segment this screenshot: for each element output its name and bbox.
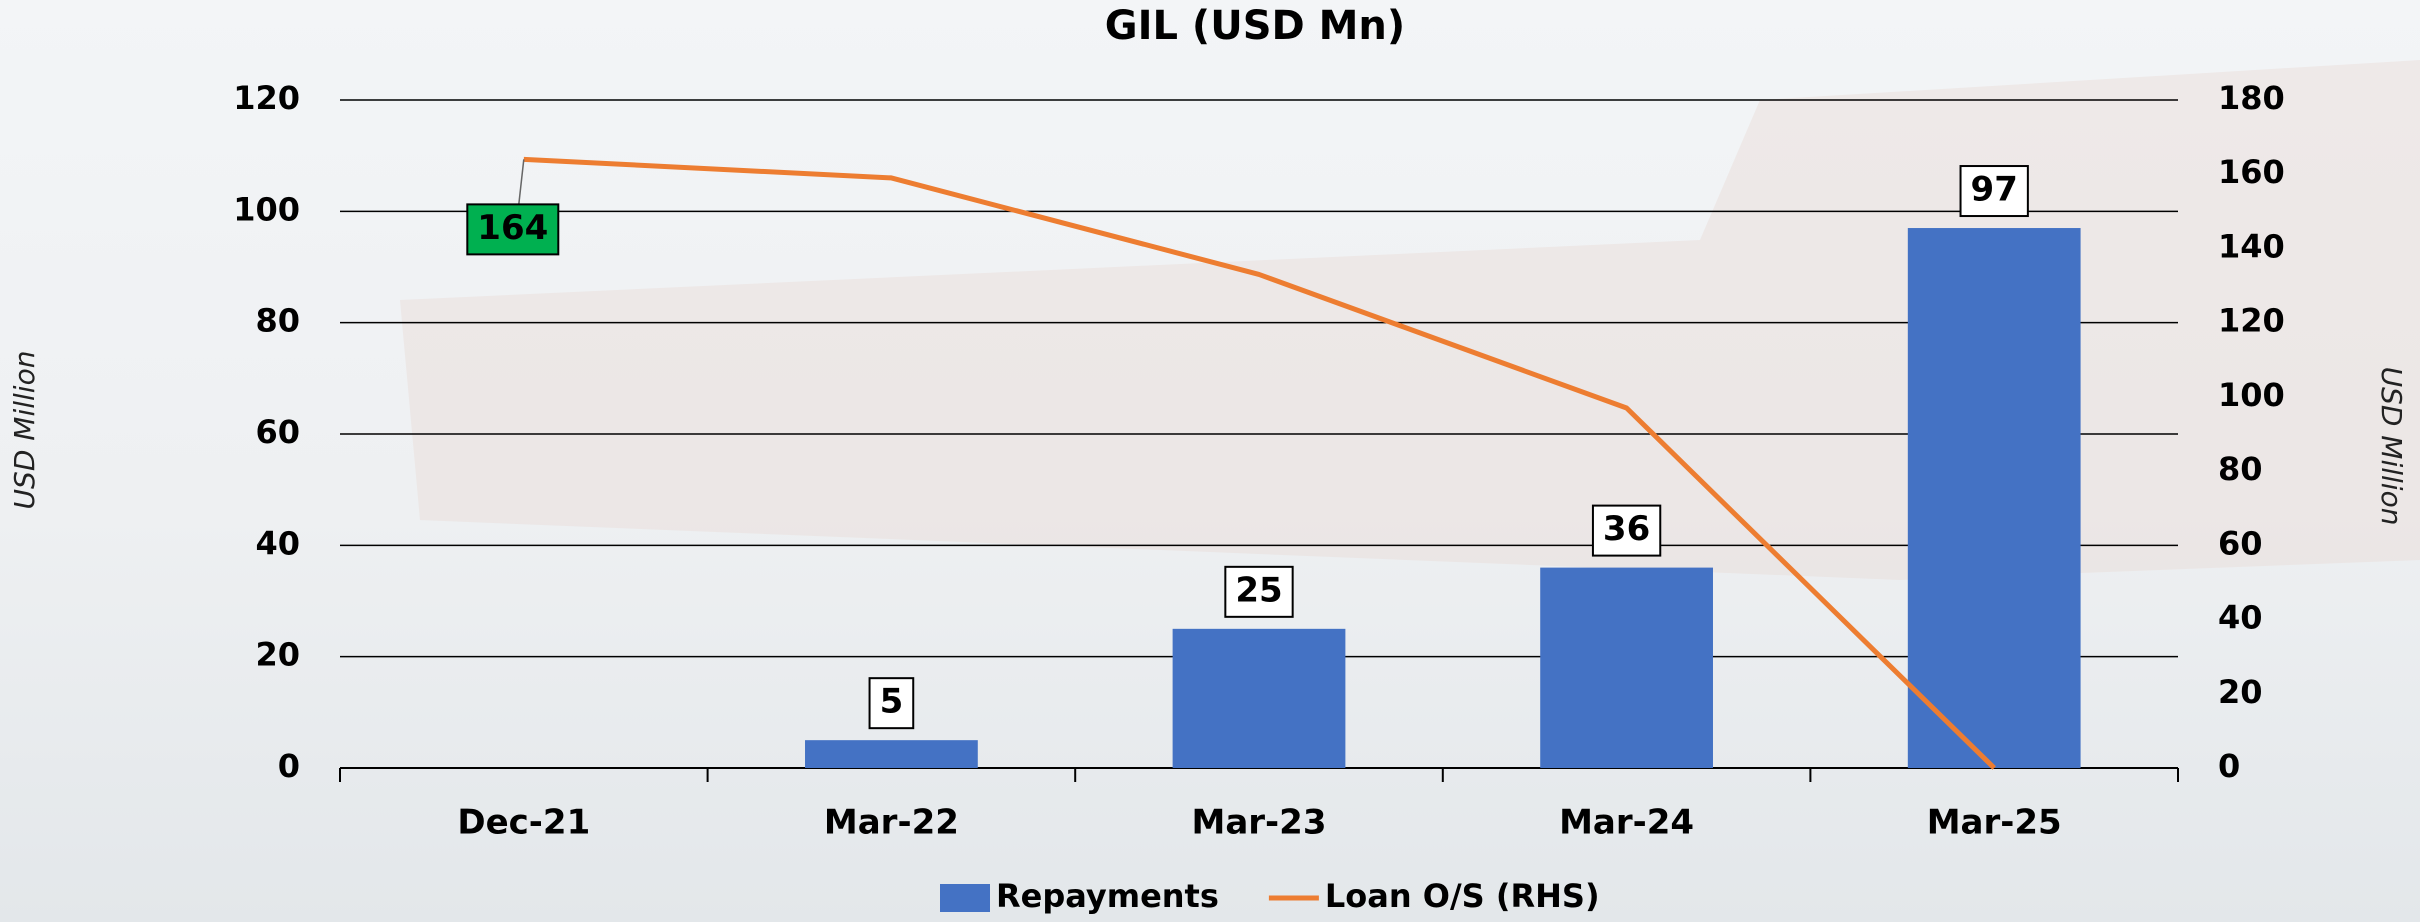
data-label: 97 [1971, 170, 2018, 210]
y2-tick-label: 20 [2218, 673, 2263, 711]
data-label: 25 [1235, 570, 1282, 610]
y2-axis-title: USD Million [2375, 367, 2408, 526]
x-tick-label: Mar-23 [1192, 803, 1327, 843]
x-tick-label: Mar-25 [1927, 803, 2062, 843]
data-label-connector [518, 159, 525, 205]
data-label-box [1224, 565, 1294, 618]
legend-label: Loan O/S (RHS) [1325, 877, 1600, 915]
bar [1172, 628, 1346, 768]
y2-tick-label: 120 [2218, 302, 2285, 340]
data-label-box [1959, 165, 2029, 218]
chart-title: GIL (USD Mn) [1105, 3, 1405, 49]
y-tick-label: 40 [255, 524, 300, 562]
y-tick-label: 20 [255, 636, 300, 674]
legend-label: Repayments [996, 877, 1219, 915]
data-label-box [1591, 504, 1662, 557]
y2-tick-label: 100 [2218, 376, 2285, 414]
data-label: 36 [1603, 509, 1650, 549]
data-label-box [466, 203, 560, 256]
data-label-box [868, 677, 915, 730]
y2-tick-label: 80 [2218, 450, 2263, 488]
y2-tick-label: 160 [2218, 153, 2285, 191]
y-axis-title: USD Million [8, 351, 41, 510]
data-label: 164 [477, 208, 548, 248]
y2-tick-label: 180 [2218, 79, 2285, 117]
y-tick-label: 60 [255, 413, 300, 451]
x-tick-label: Mar-24 [1559, 803, 1694, 843]
data-label: 5 [880, 682, 904, 722]
x-tick-label: Mar-22 [824, 803, 959, 843]
bar [1907, 228, 2081, 769]
bar [805, 740, 978, 768]
y-tick-label: 100 [233, 190, 300, 228]
legend-swatch [940, 884, 990, 912]
bar [1540, 567, 1713, 768]
y2-tick-label: 40 [2218, 599, 2263, 637]
y2-tick-label: 0 [2218, 747, 2240, 785]
x-tick-label: Dec-21 [457, 803, 590, 843]
line [523, 156, 1996, 770]
y2-tick-label: 140 [2218, 227, 2285, 265]
y-tick-label: 120 [233, 79, 300, 117]
y2-tick-label: 60 [2218, 524, 2263, 562]
y-tick-label: 0 [278, 747, 300, 785]
y-tick-label: 80 [255, 302, 300, 340]
